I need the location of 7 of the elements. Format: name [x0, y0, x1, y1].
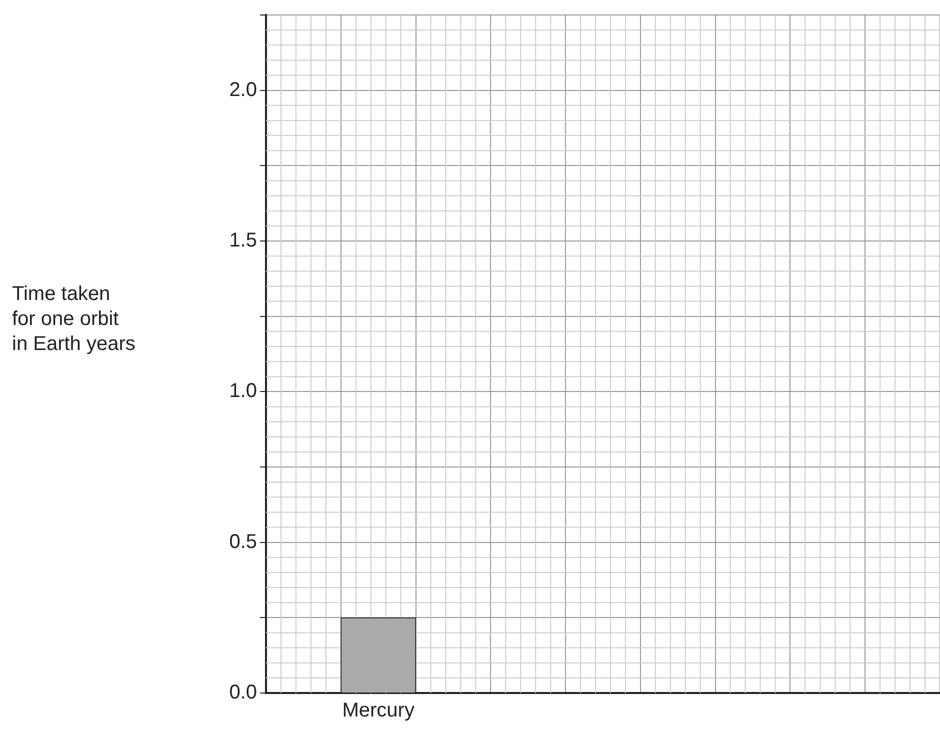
y-tick-label: 0.0 — [229, 682, 257, 704]
y-tick-label: 0.5 — [229, 530, 257, 553]
y-axis-title: Time taken for one orbit in Earth years — [12, 282, 136, 357]
x-tick-label: Mercury — [342, 700, 414, 722]
y-tick-label: 1.0 — [229, 380, 257, 402]
y-tick-label: 1.5 — [229, 230, 257, 252]
y-tick-label: 2.0 — [229, 78, 257, 101]
